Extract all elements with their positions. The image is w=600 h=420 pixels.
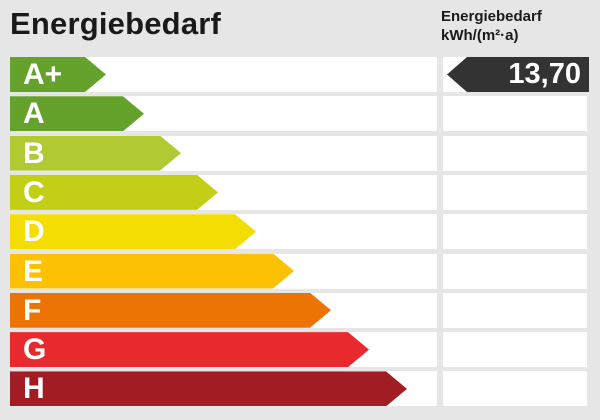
page-title: Energiebedarf [10, 6, 222, 41]
row-band-right [443, 214, 587, 250]
scale-row-b: B [0, 135, 600, 171]
row-band-right [443, 174, 587, 210]
scale-row-h: H [0, 371, 600, 407]
row-band-right [443, 253, 587, 289]
class-arrow-e: E [10, 254, 294, 289]
value-text: 13,70 [508, 58, 581, 90]
row-band-right [443, 332, 587, 368]
class-letter: F [23, 293, 42, 327]
scale-row-e: E [0, 253, 600, 289]
row-band-right [443, 371, 587, 407]
value-pointer-arrow: 13,70 [447, 57, 589, 92]
class-letter: A [23, 97, 45, 131]
unit-header-line1: Energiebedarf [441, 8, 542, 25]
class-letter: B [23, 136, 45, 170]
unit-header-line2: kWh/(m²·a) [441, 27, 519, 44]
class-arrow-h: H [10, 371, 407, 406]
row-band-right [443, 96, 587, 132]
class-letter: D [23, 215, 45, 249]
class-letter: H [23, 372, 45, 406]
scale-row-c: C [0, 174, 600, 210]
scale-row-a: A [0, 96, 600, 132]
class-letter: A+ [23, 58, 63, 91]
scale-row-d: D [0, 214, 600, 250]
class-arrow-c: C [10, 175, 218, 210]
scale-row-aplus: A+ 13,70 [0, 57, 600, 92]
row-band-right [443, 292, 587, 328]
unit-header: Energiebedarf kWh/(m²·a) [441, 7, 542, 45]
class-arrow-aplus: A+ [10, 57, 106, 92]
scale-row-g: G [0, 332, 600, 368]
class-letter: E [23, 254, 44, 288]
class-letter: C [23, 175, 45, 209]
class-arrow-g: G [10, 332, 369, 367]
class-arrow-f: F [10, 293, 331, 328]
class-arrow-a: A [10, 96, 144, 131]
class-arrow-d: D [10, 214, 256, 249]
row-band-right [443, 135, 587, 171]
scale-row-f: F [0, 292, 600, 328]
class-letter: G [23, 333, 47, 367]
class-arrow-b: B [10, 136, 181, 171]
